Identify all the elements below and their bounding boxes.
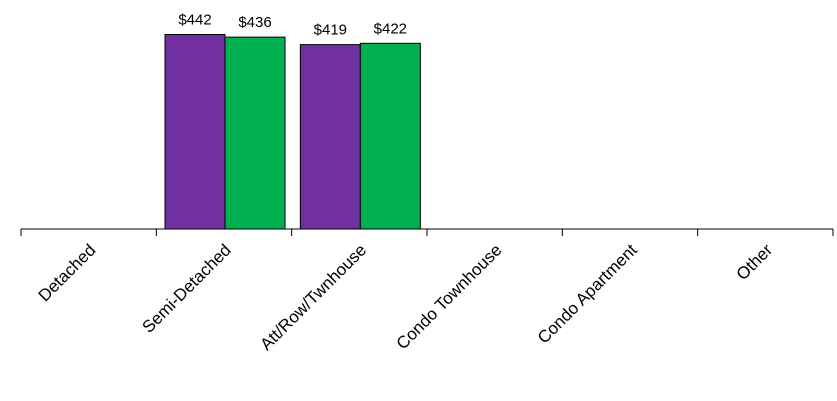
bar-semi-detached-series-2	[224, 36, 286, 230]
x-tick-label: Semi-Detached	[139, 240, 235, 336]
bar-att-row-twnhouse-series-2	[359, 42, 421, 230]
x-tick-label: Other	[733, 240, 777, 284]
x-axis-category-labels: Detached Semi-Detached Att/Row/Twnhouse Con…	[35, 240, 777, 354]
data-label: $436	[238, 14, 271, 31]
bar-att-row-twnhouse-series-1	[299, 44, 361, 230]
x-tick-label: Condo Townhouse	[393, 240, 506, 353]
x-tick-label: Att/Row/Twnhouse	[256, 240, 370, 354]
data-label: $442	[178, 12, 211, 29]
x-axis-ticks	[20, 229, 834, 236]
x-tick-label: Condo Apartment	[534, 240, 641, 347]
bars-layer	[164, 34, 421, 230]
data-label: $419	[314, 22, 347, 39]
data-labels-layer: $442 $419 $436 $422	[178, 12, 407, 39]
data-label: $422	[374, 20, 407, 37]
x-tick-label: Detached	[35, 240, 100, 305]
bar-semi-detached-series-1	[164, 34, 226, 230]
